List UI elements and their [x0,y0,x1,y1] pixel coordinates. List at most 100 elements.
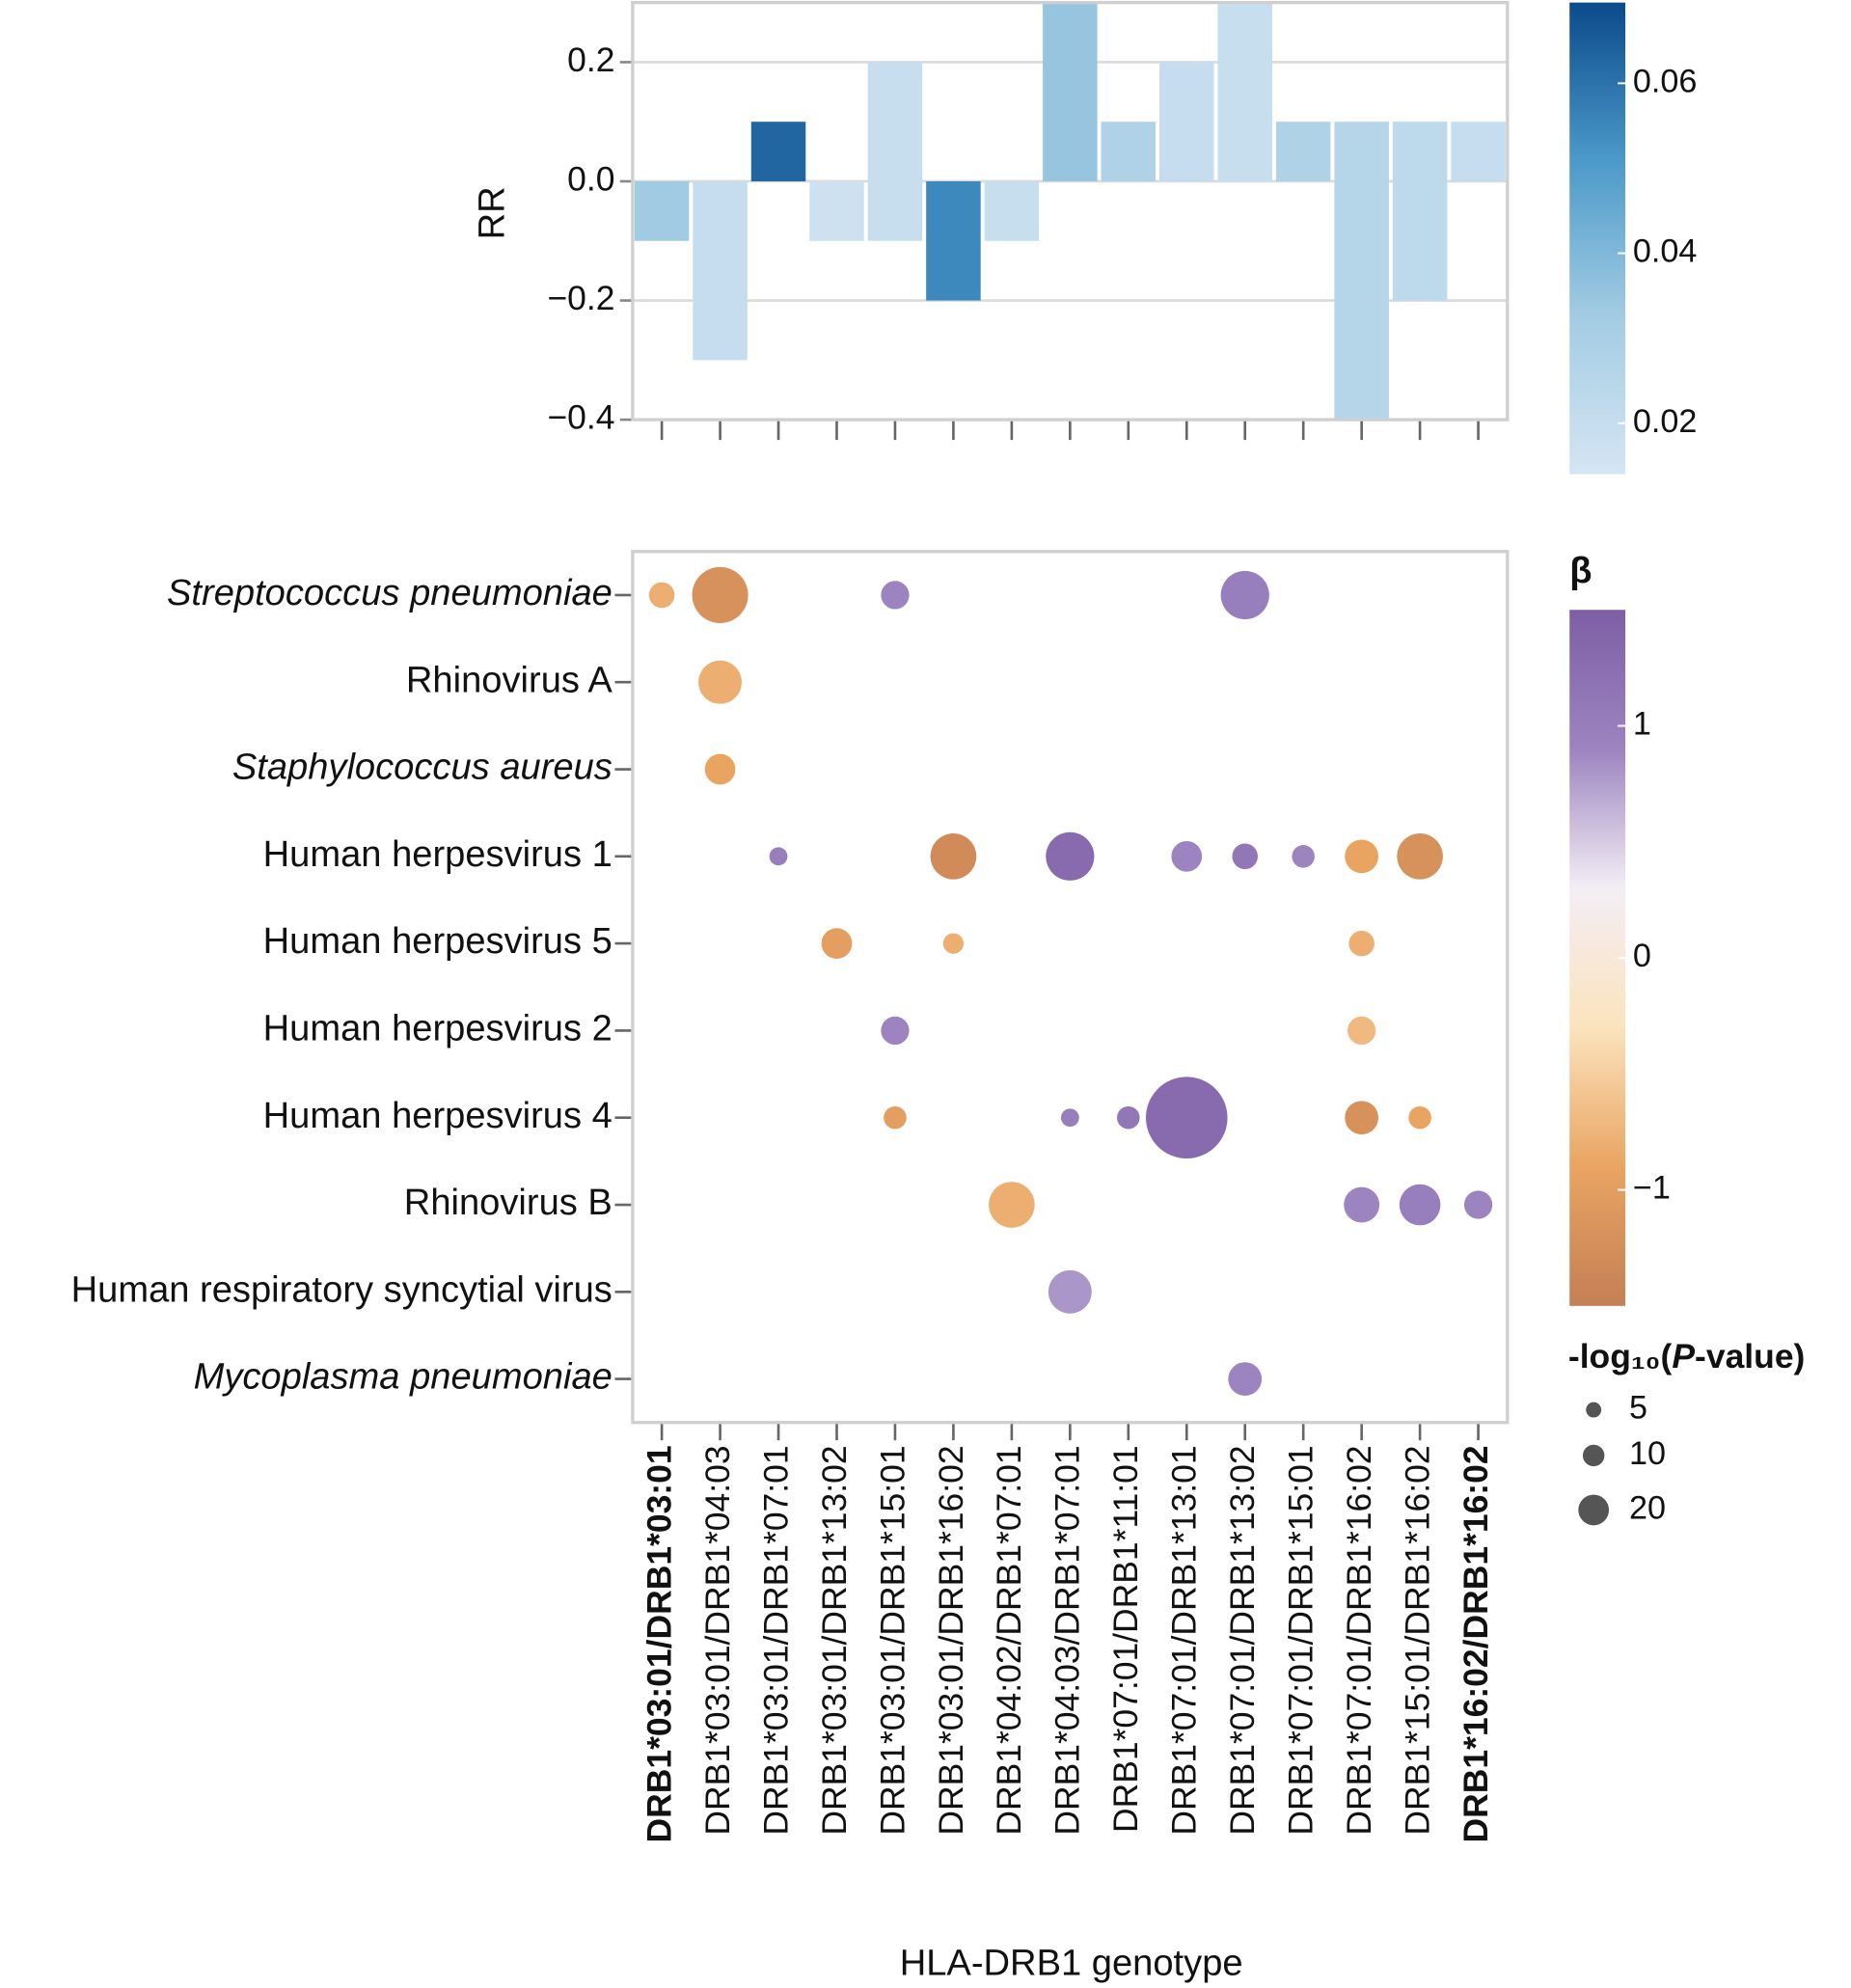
x-tick-label: DRB1*03:01/DRB1*16:02 [932,1445,970,1835]
y-tick-label: Rhinovirus A [406,660,613,700]
bubble [942,933,965,954]
y-tick-label: Streptococcus pneumoniae [167,573,612,613]
y-tick-label: Human herpesvirus 4 [263,1096,612,1136]
y-tick-label: Human respiratory syncytial virus [71,1269,612,1310]
bar [984,180,1040,241]
bubble [1345,839,1379,874]
bubble [698,660,743,704]
bar [634,180,690,241]
size-legend-label: 5 [1629,1390,1647,1427]
size-legend-marker [1586,1402,1602,1418]
bar [1334,122,1389,421]
colorbar-tick-label: 0.04 [1633,233,1697,270]
size-legend-marker [1582,1444,1605,1467]
y-tick-label: Human herpesvirus 1 [263,834,612,875]
bar [1159,62,1214,181]
y-tick-label: Mycoplasma pneumoniae [194,1357,612,1398]
bar [867,62,923,241]
y-axis-title: RR [473,186,513,239]
bubble [1292,845,1315,868]
bar [1451,122,1506,181]
bubble [648,582,675,609]
x-tick-label: DRB1*03:01/DRB1*03:01 [640,1445,678,1842]
color-legend-title: β [1569,551,1592,591]
bubble [1397,833,1443,880]
x-tick-label: DRB1*07:01/DRB1*16:02 [1340,1445,1378,1835]
bubble [989,1182,1035,1228]
x-tick-label: DRB1*03:01/DRB1*13:02 [815,1445,854,1835]
colorbar-tick-label: 0 [1633,938,1651,974]
size-legend-marker [1578,1494,1610,1526]
x-tick-label: DRB1*07:01/DRB1*15:01 [1282,1445,1320,1835]
bar [1392,122,1448,301]
bubble [881,1016,910,1046]
bubble [930,833,977,880]
plot-frame [631,550,1510,1425]
x-tick-label: DRB1*03:01/DRB1*15:01 [873,1445,912,1835]
y-tick-label: Staphylococcus aureus [232,748,612,788]
bubble [1060,1108,1079,1128]
x-tick-label: DRB1*07:01/DRB1*11:01 [1106,1445,1145,1833]
x-tick-label: DRB1*16:02/DRB1*16:02 [1456,1445,1495,1842]
y-tick-label: Human herpesvirus 2 [263,1008,612,1048]
y-tick-label: −0.2 [547,279,614,317]
bar [1043,2,1098,181]
x-axis-title: HLA-DRB1 genotype [900,1943,1243,1983]
x-tick-label: DRB1*07:01/DRB1*13:01 [1165,1445,1204,1835]
y-tick-label: 0.0 [567,159,614,198]
bubble [821,928,853,959]
x-tick-label: DRB1*15:01/DRB1*16:02 [1398,1445,1436,1835]
size-legend-title-part: P [1672,1337,1695,1375]
bubble [1399,1184,1441,1226]
x-tick-label: DRB1*04:02/DRB1*07:01 [990,1445,1028,1835]
bubble [1232,843,1259,870]
x-tick-label: DRB1*03:01/DRB1*07:01 [756,1445,795,1835]
bar [693,180,748,361]
size-legend-label: 20 [1629,1489,1666,1526]
bubble [769,847,788,866]
bar [926,180,981,301]
bubble [1145,1076,1228,1159]
bubble [1171,840,1203,872]
bubble [692,566,749,623]
size-legend-title: -log₁₀(P-value) [1568,1337,1805,1375]
bubble [881,581,910,610]
y-tick-label: 0.2 [567,41,614,79]
bar [1101,122,1157,181]
colorbar-tick-label: 0.06 [1633,63,1697,99]
x-tick-label: DRB1*04:03/DRB1*07:01 [1048,1445,1087,1835]
bubble [1117,1105,1140,1130]
colorbar-tick-label: 0.02 [1633,403,1697,440]
x-tick-label: DRB1*03:01/DRB1*04:03 [698,1445,737,1835]
bar [1275,122,1331,181]
bubble [1220,570,1269,620]
colorbar [1569,610,1626,1306]
bubble [1228,1362,1263,1396]
colorbar-tick-label: −1 [1633,1170,1671,1207]
bubble [884,1105,907,1130]
size-legend-label: 10 [1629,1435,1666,1472]
bubble [1408,1105,1431,1130]
y-tick-label: Rhinovirus B [404,1183,612,1223]
bubble [1046,831,1095,881]
bubble [704,753,736,785]
bubble [1048,1269,1092,1314]
size-legend-title-part: -value) [1695,1337,1805,1375]
y-tick-label: Human herpesvirus 5 [263,921,612,962]
colorbar [1569,2,1626,475]
bubble [1463,1190,1493,1219]
bar [809,180,864,241]
bubble [1347,1016,1376,1046]
y-tick-label: −0.4 [547,397,614,436]
plot-frame [631,1,1510,422]
bar [750,122,806,181]
colorbar-tick-label: 1 [1633,706,1651,743]
bubble [1344,1186,1380,1223]
x-tick-label: DRB1*07:01/DRB1*13:02 [1223,1445,1262,1835]
bubble [1345,1101,1379,1135]
bar [1217,2,1272,181]
size-legend-title-part: -log₁₀( [1568,1337,1673,1375]
bubble [1348,930,1375,957]
